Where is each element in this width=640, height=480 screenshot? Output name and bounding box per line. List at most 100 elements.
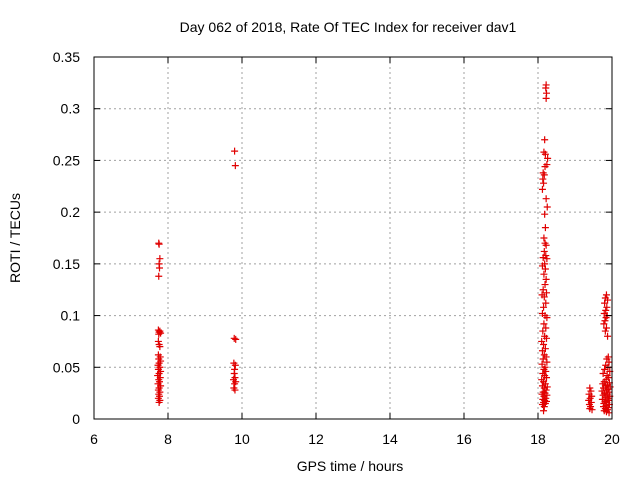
data-point [538, 262, 546, 270]
data-point [540, 341, 548, 349]
data-point [540, 403, 548, 411]
data-point [540, 270, 548, 278]
data-point [601, 299, 609, 307]
y-tick-label: 0.2 [61, 204, 81, 220]
data-point [539, 254, 547, 262]
data-point [540, 320, 548, 328]
data-point [542, 94, 550, 102]
data-point [603, 303, 611, 311]
data-point [540, 179, 548, 187]
data-point [604, 296, 612, 304]
data-point [540, 303, 548, 311]
data-point [601, 365, 609, 373]
data-point [586, 384, 594, 392]
data-point [541, 265, 549, 273]
data-point [602, 324, 610, 332]
data-point [543, 374, 551, 382]
data-point [155, 264, 163, 272]
axis-ticks [93, 56, 613, 420]
data-point [543, 203, 551, 211]
data-point [543, 334, 551, 342]
x-tick-label: 12 [308, 431, 324, 447]
data-point [155, 398, 163, 406]
data-point [155, 330, 163, 338]
plot-frame [93, 56, 613, 420]
data-point [231, 361, 239, 369]
data-point [542, 275, 550, 283]
data-point [540, 407, 548, 415]
data-point [587, 387, 595, 395]
x-tick-label: 6 [90, 431, 98, 447]
data-point [601, 317, 609, 325]
data-point [541, 281, 549, 289]
data-point [232, 335, 240, 343]
y-tick-label: 0.35 [53, 49, 80, 65]
data-point [542, 195, 550, 203]
data-point [540, 293, 548, 301]
data-point [600, 320, 608, 328]
data-point [541, 163, 549, 171]
data-points [154, 81, 614, 417]
data-point [604, 332, 612, 340]
x-tick-label: 10 [234, 431, 250, 447]
y-tick-label: 0.05 [53, 359, 80, 375]
data-point [601, 327, 609, 335]
y-tick-label: 0.1 [61, 308, 81, 324]
data-point [602, 306, 610, 314]
data-point [539, 175, 547, 183]
data-point [541, 399, 549, 407]
data-point [541, 150, 549, 158]
data-point [231, 162, 239, 170]
data-point [541, 224, 549, 232]
data-point [544, 154, 552, 162]
data-point [538, 347, 546, 355]
data-point [605, 358, 613, 366]
y-tick-label: 0 [72, 411, 80, 427]
data-point [538, 185, 546, 193]
data-point [156, 255, 164, 263]
x-tick-label: 16 [456, 431, 472, 447]
data-point [543, 255, 551, 263]
data-point [541, 136, 549, 144]
data-point [539, 286, 547, 294]
data-point [543, 358, 551, 366]
data-point [542, 299, 550, 307]
data-point [156, 343, 164, 351]
data-point [231, 147, 239, 155]
x-tick-label: 20 [604, 431, 620, 447]
data-point [543, 289, 551, 297]
x-tick-labels: 6 8 10 12 14 16 18 20 [90, 431, 620, 447]
y-tick-label: 0.25 [53, 152, 80, 168]
data-point [538, 360, 546, 368]
chart-title: Day 062 of 2018, Rate Of TEC Index for r… [180, 19, 517, 35]
data-point [540, 247, 548, 255]
data-point [605, 409, 613, 417]
y-tick-label: 0.3 [61, 101, 81, 117]
data-point [599, 369, 607, 377]
data-point [155, 240, 163, 248]
data-point [543, 314, 551, 322]
data-point [542, 324, 550, 332]
data-point [230, 369, 238, 377]
data-point [602, 291, 610, 299]
data-point [542, 84, 550, 92]
data-point [588, 406, 596, 414]
x-tick-label: 8 [164, 431, 172, 447]
data-point [540, 234, 548, 242]
data-point [542, 241, 550, 249]
y-tick-labels: 0 0.05 0.1 0.15 0.2 0.25 0.3 0.35 [53, 49, 80, 427]
y-tick-label: 0.15 [53, 256, 80, 272]
data-point [539, 327, 547, 335]
y-axis-label: ROTI / TECUs [7, 193, 23, 283]
data-point [541, 210, 549, 218]
data-point [540, 171, 548, 179]
data-point [539, 355, 547, 363]
x-axis-label: GPS time / hours [297, 458, 404, 474]
x-tick-label: 18 [530, 431, 546, 447]
data-point [231, 386, 239, 394]
data-point [543, 391, 551, 399]
data-point [230, 334, 238, 342]
data-point [543, 383, 551, 391]
grid-lines [94, 57, 612, 419]
